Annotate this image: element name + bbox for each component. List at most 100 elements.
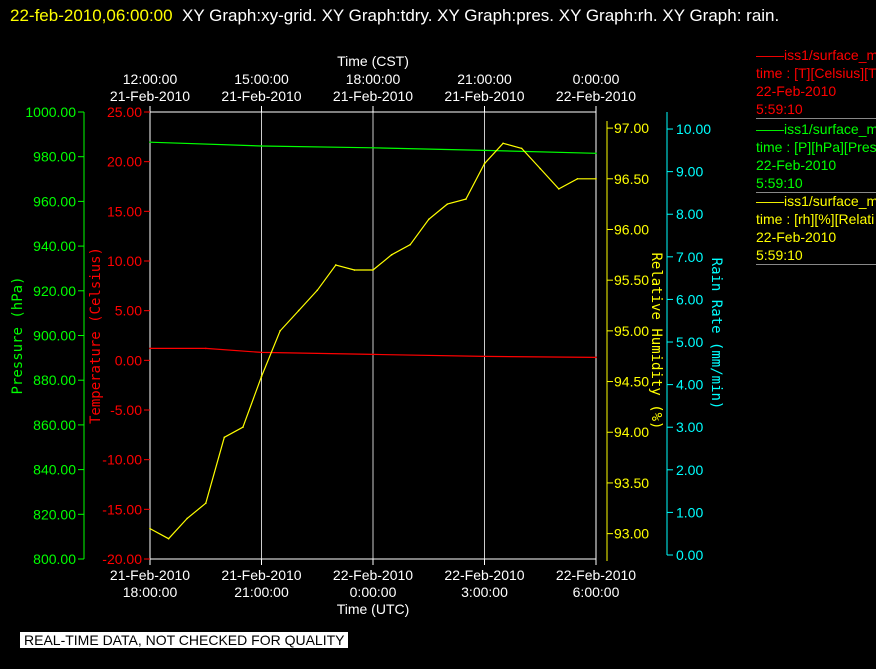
x-top-tick-label-time: 15:00:00	[234, 71, 289, 87]
y-tick-label-rh: 95.00	[614, 323, 649, 339]
data-point-rh	[446, 203, 449, 205]
y-axis-title-rain: Rain Rate (mm/min)	[708, 258, 724, 410]
y-tick-label-rh: 97.00	[614, 120, 649, 136]
data-point-temperature	[372, 353, 374, 356]
y-tick-label-pressure: 980.00	[33, 149, 76, 165]
x-top-axis-label: Time (CST)	[337, 53, 409, 69]
x-top-tick-label-time: 18:00:00	[346, 71, 401, 87]
data-point-rh	[297, 309, 300, 312]
quality-notice: REAL-TIME DATA, NOT CHECKED FOR QUALITY	[20, 632, 349, 648]
x-top-tick-label-date: 21-Feb-2010	[444, 88, 524, 104]
y-tick-label-pressure: 940.00	[33, 238, 76, 254]
y-tick-label-rain: 7.00	[676, 249, 703, 265]
data-point-rh	[390, 254, 393, 256]
x-tick-label-time: 21:00:00	[234, 584, 289, 600]
x-tick-label-time: 6:00:00	[573, 584, 620, 600]
y-tick-label-pressure: 920.00	[33, 283, 76, 299]
x-top-tick-label-date: 22-Feb-2010	[556, 88, 636, 104]
data-point-rh	[186, 517, 188, 520]
data-point-temperature	[483, 355, 486, 358]
legend-entry-temperature: ——iss1/surface_me time : [T][Celsius][T …	[756, 46, 876, 119]
data-point-rh	[260, 375, 263, 378]
y-tick-label-rh: 96.00	[614, 221, 649, 237]
x-tick-label-time: 3:00:00	[461, 584, 508, 600]
y-axis-title-temperature: Temperature (Celsius)	[88, 247, 104, 424]
y-tick-label-temperature: -10.00	[102, 452, 142, 468]
x-top-tick-label-date: 21-Feb-2010	[333, 88, 413, 104]
y-tick-label-rh: 96.50	[614, 171, 649, 187]
y-tick-label-temperature: -20.00	[102, 551, 142, 567]
y-tick-label-rain: 5.00	[676, 334, 703, 350]
x-top-tick-label-time: 21:00:00	[457, 71, 512, 87]
y-tick-label-rain: 2.00	[676, 462, 703, 478]
legend-series-name: ——iss1/surface_me	[756, 193, 876, 209]
y-tick-label-temperature: 10.00	[107, 253, 142, 269]
legend-series-date: 22-Feb-2010	[756, 83, 837, 99]
y-tick-label-temperature: -15.00	[102, 501, 142, 517]
y-tick-label-pressure: 960.00	[33, 193, 76, 209]
header: 22-feb-2010,06:00:00 XY Graph:xy-grid. X…	[10, 2, 870, 30]
data-point-pressure	[149, 141, 151, 143]
data-point-rh	[409, 243, 411, 246]
data-point-rh	[204, 502, 207, 505]
data-point-rh	[483, 162, 486, 165]
data-point-rh	[223, 436, 226, 439]
data-point-rh	[576, 177, 579, 180]
data-point-pressure	[372, 146, 374, 149]
y-tick-label-rh: 95.50	[614, 272, 649, 288]
legend-series-time: 5:59:10	[756, 246, 876, 265]
x-tick-label-date: 22-Feb-2010	[444, 567, 524, 583]
y-tick-label-temperature: 25.00	[107, 104, 142, 120]
legend-series-time: 5:59:10	[756, 174, 876, 193]
x-top-tick-label-time: 0:00:00	[573, 71, 620, 87]
data-point-temperature	[149, 347, 151, 350]
y-axis-title-rh: Relative Humidity (%)	[648, 252, 664, 429]
x-tick-label-date: 21-Feb-2010	[221, 567, 301, 583]
data-point-pressure	[483, 149, 486, 152]
data-point-rh	[242, 426, 244, 428]
y-tick-label-pressure: 820.00	[33, 506, 76, 522]
data-point-pressure	[595, 152, 597, 155]
data-point-rh	[539, 167, 542, 170]
data-point-rh	[353, 269, 356, 271]
y-tick-label-temperature: 15.00	[107, 203, 142, 219]
legend-entry-pressure: ——iss1/surface_me time : [P][hPa][Pres 2…	[756, 120, 876, 193]
y-tick-label-rh: 94.00	[614, 424, 649, 440]
data-point-rh	[520, 147, 523, 150]
data-point-temperature	[260, 351, 263, 354]
y-axis-title-pressure: Pressure (hPa)	[10, 276, 26, 394]
data-point-pressure	[260, 145, 263, 147]
x-tick-label-date: 22-Feb-2010	[556, 567, 636, 583]
y-tick-label-pressure: 860.00	[33, 417, 76, 433]
data-point-rh	[372, 269, 374, 271]
data-point-rh	[316, 289, 319, 292]
y-tick-label-rain: 4.00	[676, 377, 703, 393]
x-tick-label-time: 18:00:00	[123, 584, 178, 600]
y-tick-label-rh: 93.50	[614, 475, 649, 491]
data-point-rh	[167, 537, 170, 540]
x-top-tick-label-date: 21-Feb-2010	[221, 88, 301, 104]
y-tick-label-temperature: 20.00	[107, 154, 142, 170]
legend-series-date: 22-Feb-2010	[756, 229, 837, 245]
header-graph-list: XY Graph:xy-grid. XY Graph:tdry. XY Grap…	[182, 6, 780, 25]
data-point-rh	[558, 188, 560, 190]
legend-series-date: 22-Feb-2010	[756, 157, 837, 173]
y-tick-label-pressure: 840.00	[33, 462, 76, 478]
x-tick-label-time: 0:00:00	[350, 584, 397, 600]
y-tick-label-rain: 8.00	[676, 206, 703, 222]
data-point-rh	[279, 330, 281, 332]
legend-series-name: ——iss1/surface_me	[756, 47, 876, 63]
x-top-tick-label-date: 21-Feb-2010	[110, 88, 190, 104]
y-tick-label-pressure: 800.00	[33, 551, 76, 567]
y-tick-label-pressure: 900.00	[33, 328, 76, 344]
y-tick-label-temperature: -5.00	[110, 402, 142, 418]
legend-entry-rh: ——iss1/surface_me time : [rh][%][Relati …	[756, 192, 876, 265]
legend-series-desc: time : [T][Celsius][T	[756, 65, 876, 81]
y-tick-label-rain: 9.00	[676, 164, 703, 180]
series-line-temperature	[150, 347, 597, 358]
y-tick-label-rh: 94.50	[614, 374, 649, 390]
x-axis-label: Time (UTC)	[337, 601, 410, 617]
data-point-rh	[149, 527, 151, 530]
x-top-tick-label-time: 12:00:00	[123, 71, 178, 87]
